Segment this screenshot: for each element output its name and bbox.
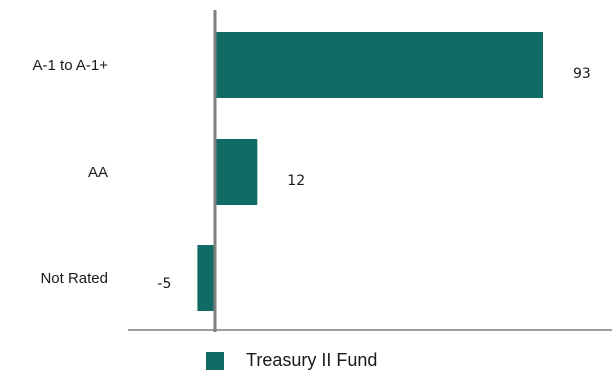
category-label: AA — [88, 164, 108, 181]
legend-label: Treasury II Fund — [246, 350, 378, 370]
labels-layer: A-1 to A-1+ 93 AA 12 Not Rated -5 — [33, 57, 591, 292]
value-label: 93 — [573, 66, 591, 82]
legend: Treasury II Fund — [206, 350, 377, 371]
bar-1 — [215, 32, 543, 98]
category-label: A-1 to A-1+ — [33, 57, 109, 74]
value-label: -5 — [157, 276, 171, 292]
bar-3 — [197, 245, 215, 311]
legend-swatch — [206, 351, 224, 370]
bar-2 — [215, 139, 258, 205]
value-label: 12 — [287, 173, 305, 189]
category-label: Not Rated — [40, 270, 108, 287]
bars-layer — [197, 32, 543, 311]
